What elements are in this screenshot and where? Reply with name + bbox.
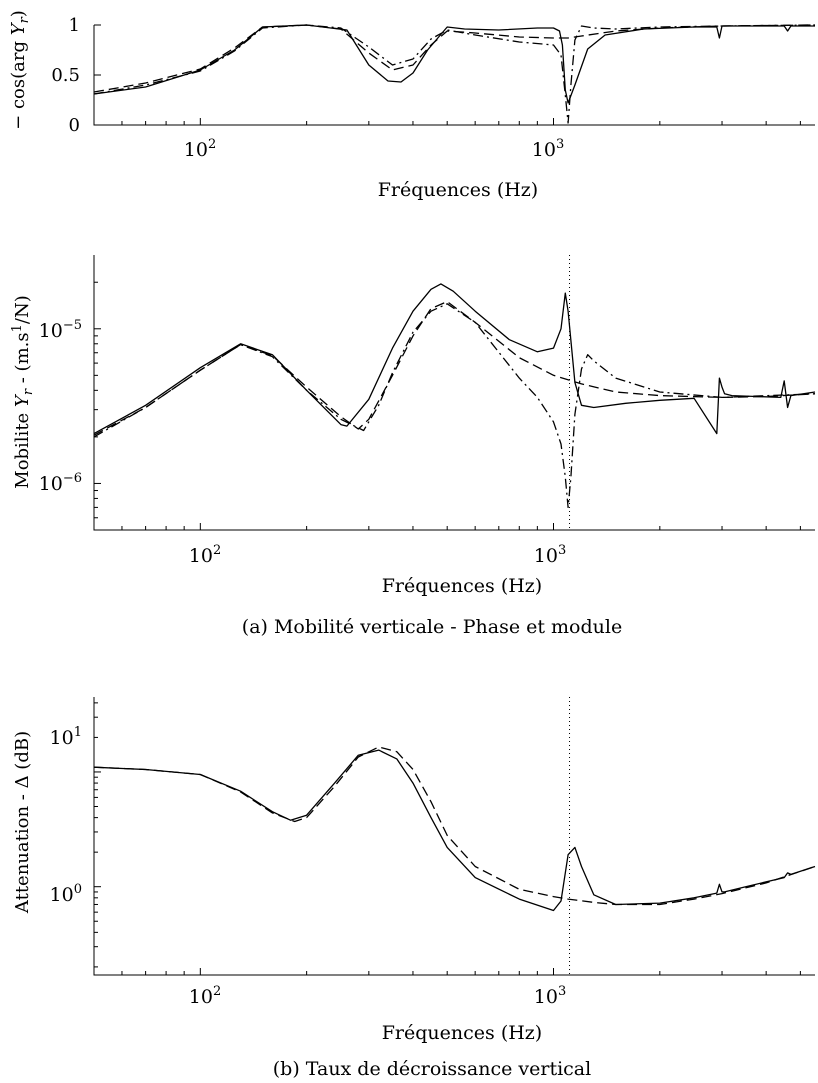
phase-x-axis-label: Fréquences (Hz)	[378, 179, 538, 201]
mobility-axes	[93, 255, 815, 531]
attenuation-x-tick-label-1000: 103	[534, 984, 566, 1008]
mobility-plot-area	[93, 255, 816, 531]
attenuation-y-ticks	[94, 702, 101, 968]
attenuation-x-tick-labels: 102 103	[189, 984, 566, 1008]
phase-panel: 102 103 0 0.5 1 Fréquences (Hz) − cos(ar…	[8, 10, 816, 201]
mobility-x-tick-label-1000: 103	[534, 543, 566, 567]
phase-y-tick-label-0: 0	[69, 115, 80, 136]
attenuation-x-tick-label-100: 102	[189, 984, 221, 1008]
mobility-y-tick-label-1e-5: 10−5	[39, 318, 82, 342]
mobility-x-tick-labels: 102 103	[189, 543, 566, 567]
phase-x-tick-labels: 102 103	[184, 137, 564, 161]
attenuation-panel: 102 103 100 101 Fréquences (Hz) Attenuat…	[12, 697, 816, 1080]
mobility-x-axis-label: Fréquences (Hz)	[382, 575, 542, 597]
attenuation-y-tick-labels: 100 101	[50, 725, 82, 906]
mobility-x-ticks	[93, 523, 801, 530]
mobility-y-tick-labels: 10−6 10−5	[39, 318, 82, 495]
phase-y-tick-labels: 0 0.5 1	[51, 15, 80, 136]
attenuation-x-axis-label: Fréquences (Hz)	[382, 1022, 542, 1044]
attenuation-x-ticks	[93, 968, 801, 975]
attenuation-y-axis-label: Attenuation - Δ (dB)	[12, 731, 33, 914]
mobility-y-ticks	[94, 281, 101, 531]
phase-x-tick-label-1000: 103	[532, 137, 564, 161]
mobility-x-tick-label-100: 102	[189, 543, 221, 567]
caption-b: (b) Taux de décroissance vertical	[273, 1058, 591, 1080]
mobility-y-axis-label: Mobilite Yr - (m.s1/N)	[10, 295, 36, 488]
attenuation-series-solid	[93, 749, 816, 912]
attenuation-y-tick-label-10: 101	[50, 725, 82, 749]
phase-plot-area	[93, 24, 816, 126]
phase-y-axis-label: − cos(arg Yr)	[8, 10, 32, 130]
mobility-y-tick-label-1e-6: 10−6	[39, 471, 82, 495]
attenuation-series-dashed	[93, 746, 816, 906]
phase-series-dashed	[93, 24, 816, 93]
phase-series-dashdot	[93, 24, 816, 124]
mobility-series-solid	[93, 283, 816, 435]
caption-a: (a) Mobilité verticale - Phase et module	[242, 616, 622, 638]
phase-x-ticks	[93, 118, 801, 125]
attenuation-plot-area	[93, 697, 816, 976]
phase-x-tick-label-100: 102	[184, 137, 216, 161]
phase-y-tick-label-1: 1	[69, 15, 80, 36]
mobility-series-dashdot	[93, 303, 816, 509]
attenuation-axes	[93, 697, 815, 976]
phase-y-tick-label-0-5: 0.5	[51, 65, 80, 86]
phase-series-solid	[93, 24, 815, 104]
phase-axes	[93, 25, 815, 126]
phase-y-ticks	[94, 24, 101, 126]
attenuation-y-tick-label-1: 100	[50, 882, 82, 906]
mobility-panel: 102 103 10−6 10−5 Fréquences (Hz) Mobili…	[10, 255, 816, 638]
